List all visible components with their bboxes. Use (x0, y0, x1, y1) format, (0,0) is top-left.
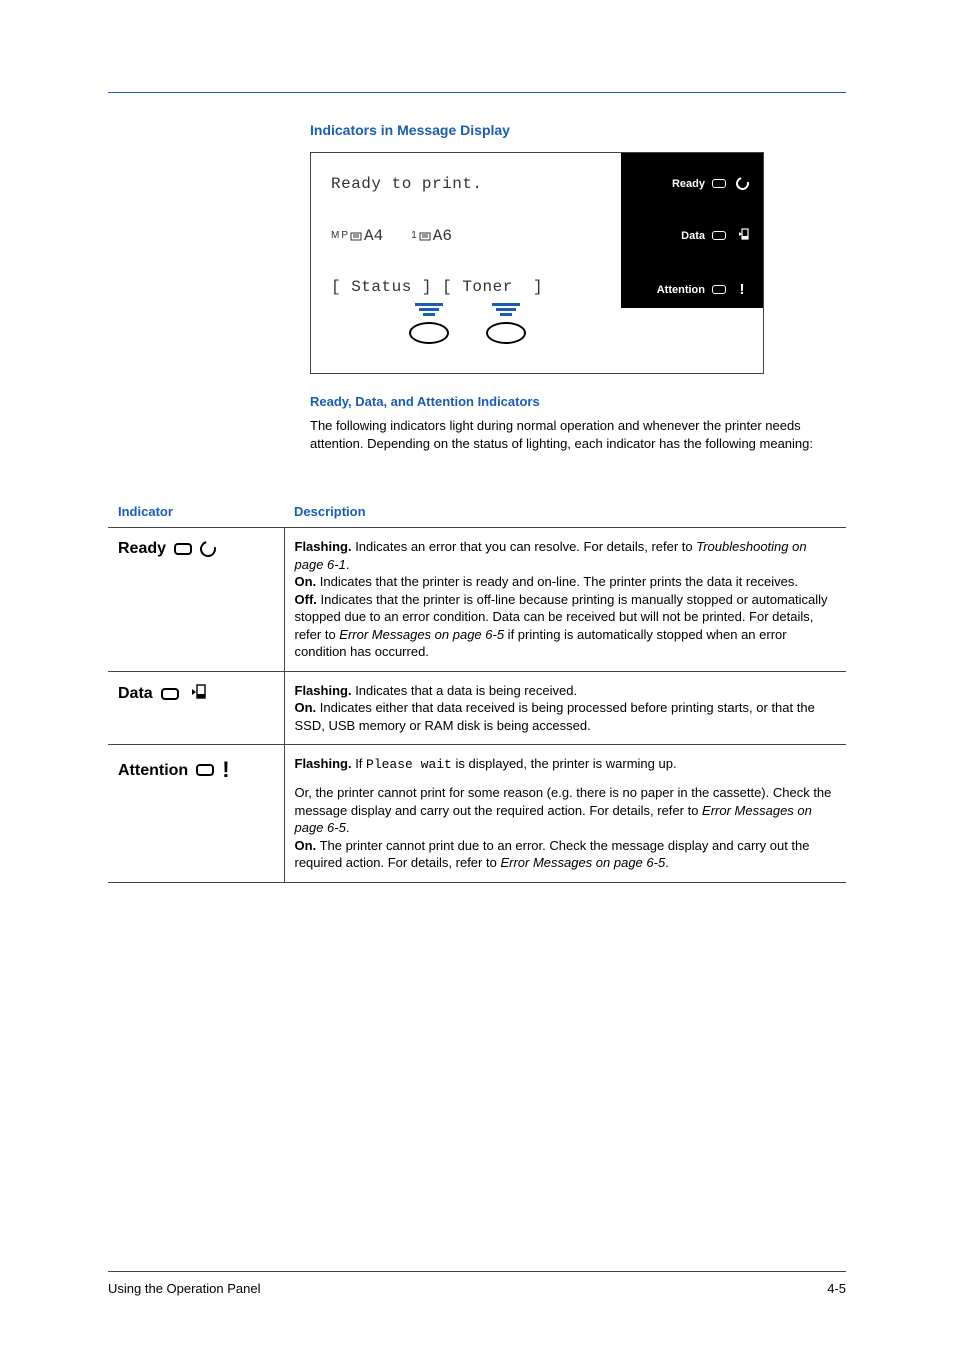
desc-para: Or, the printer cannot print for some re… (295, 784, 837, 872)
lcd-paper-right: 1 A6 (411, 227, 452, 245)
arrow-down-icon (415, 300, 443, 318)
data-icon (187, 682, 207, 706)
data-indicator-row: Data (631, 227, 751, 244)
softkey-button-left (409, 300, 449, 344)
led-icon (712, 179, 726, 188)
attention-indicator-row: Attention ! (631, 281, 751, 298)
led-icon (174, 543, 192, 555)
table-row: Data Flashing. Indicates that a data is … (108, 671, 846, 745)
softkey-button-right (486, 300, 526, 344)
desc-text: Indicates either that data received is b… (295, 700, 815, 733)
description-cell: Flashing. If Please wait is displayed, t… (284, 745, 846, 882)
xref: Error Messages on page 6-5 (500, 855, 665, 870)
state-label: Flashing. (295, 683, 352, 698)
data-icon (734, 227, 750, 244)
cassette-icon: M P (331, 230, 348, 241)
tray-icon (419, 230, 431, 242)
desc-text: . (346, 820, 350, 835)
state-label: On. (295, 838, 317, 853)
led-icon (161, 688, 179, 700)
desc-text: Indicates that a data is being received. (355, 683, 577, 698)
panel-bottom (311, 308, 763, 373)
ready-icon (197, 538, 219, 560)
section-heading: Indicators in Message Display (310, 122, 846, 138)
state-label: Flashing. (295, 756, 352, 771)
panel-top: Ready to print. M P A4 1 A6 [ Status ] [… (311, 153, 763, 308)
paper-size-left: A4 (364, 227, 383, 245)
lcd-paper-left: M P A4 (331, 227, 383, 245)
top-rule (108, 92, 846, 93)
indicator-side-panel: Ready Data Attention ! (621, 153, 763, 308)
oval-button-icon (486, 322, 526, 344)
ready-icon (733, 175, 751, 193)
desc-text: Indicates an error that you can resolve.… (355, 539, 696, 554)
code-text: Please wait (366, 757, 452, 772)
description-cell: Flashing. Indicates an error that you ca… (284, 528, 846, 672)
page-footer: Using the Operation Panel 4-5 (108, 1281, 846, 1296)
cassette-num-icon: 1 (411, 230, 417, 241)
paper-size-right: A6 (433, 227, 452, 245)
xref: Error Messages on page 6-5 (339, 627, 504, 642)
led-icon (196, 764, 214, 776)
col-indicator: Indicator (108, 496, 284, 528)
led-icon (712, 231, 726, 240)
desc-text: Indicates that the printer is ready and … (320, 574, 798, 589)
arrow-down-icon (492, 300, 520, 318)
footer-left: Using the Operation Panel (108, 1281, 260, 1296)
state-label: Flashing. (295, 539, 352, 554)
indicators-table: Indicator Description Ready Flashing. In… (108, 496, 846, 883)
col-description: Description (284, 496, 846, 528)
ready-indicator-row: Ready (631, 177, 751, 190)
lcd-softkeys: [ Status ] [ Toner ] (331, 278, 607, 296)
lcd-line-status: Ready to print. (331, 175, 607, 193)
description-cell: Flashing. Indicates that a data is being… (284, 671, 846, 745)
subsection-heading: Ready, Data, and Attention Indicators (310, 394, 846, 409)
attention-icon: ! (740, 281, 745, 298)
state-label: On. (295, 700, 317, 715)
footer-page-number: 4-5 (827, 1281, 846, 1296)
desc-text: is displayed, the printer is warming up. (452, 756, 677, 771)
table-row: Ready Flashing. Indicates an error that … (108, 528, 846, 672)
indicator-cell-attention: Attention ! (108, 745, 284, 882)
desc-text: . (346, 557, 350, 572)
attention-label: Attention (657, 284, 705, 296)
main-content: Indicators in Message Display Ready to p… (310, 122, 846, 466)
state-label: On. (295, 574, 317, 589)
footer-rule (108, 1271, 846, 1272)
indicator-name: Ready (118, 538, 166, 560)
oval-button-icon (409, 322, 449, 344)
intro-paragraph: The following indicators light during no… (310, 417, 846, 452)
indicator-name: Data (118, 683, 153, 705)
tray-icon (350, 230, 362, 242)
desc-text: . (665, 855, 669, 870)
printer-display-panel: Ready to print. M P A4 1 A6 [ Status ] [… (310, 152, 764, 374)
desc-text: If (355, 756, 366, 771)
ready-label: Ready (672, 178, 705, 190)
lcd-paper-row: M P A4 1 A6 (331, 227, 607, 245)
lcd-screen: Ready to print. M P A4 1 A6 [ Status ] [… (311, 153, 621, 308)
attention-icon: ! (222, 755, 229, 785)
indicator-cell-ready: Ready (108, 528, 284, 672)
data-label: Data (681, 230, 705, 242)
state-label: Off. (295, 592, 317, 607)
indicator-name: Attention (118, 760, 188, 782)
led-icon (712, 285, 726, 294)
indicator-cell-data: Data (108, 671, 284, 745)
table-row: Attention ! Flashing. If Please wait is … (108, 745, 846, 882)
